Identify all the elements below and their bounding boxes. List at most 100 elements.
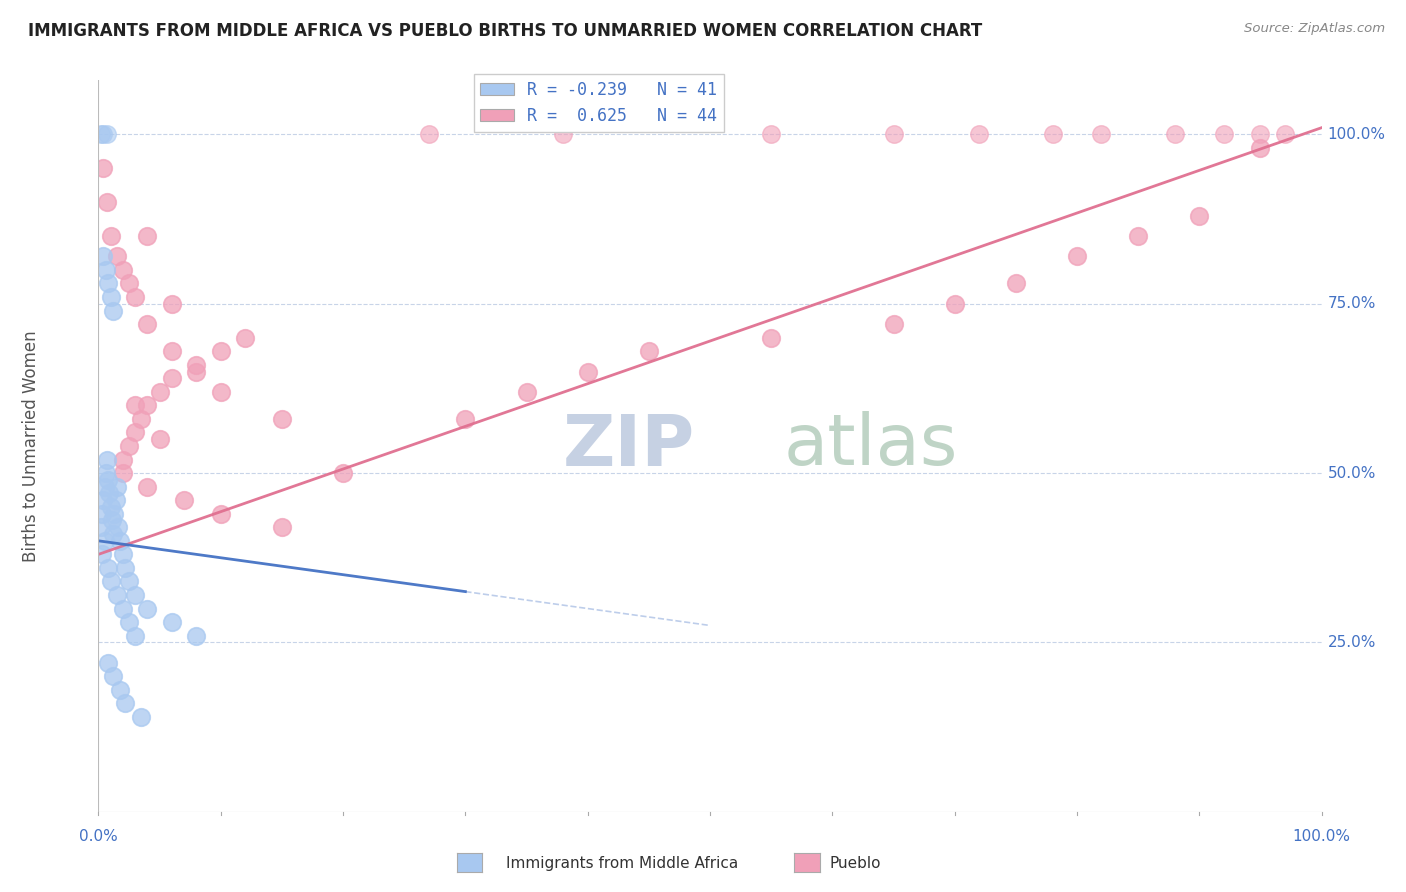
Point xyxy=(91,493,114,508)
Point xyxy=(454,412,477,426)
Point xyxy=(118,439,141,453)
Point xyxy=(1066,249,1088,263)
Point xyxy=(943,297,966,311)
Point xyxy=(100,290,122,304)
Legend: R = -0.239   N = 41, R =  0.625   N = 44: R = -0.239 N = 41, R = 0.625 N = 44 xyxy=(474,74,724,132)
Point xyxy=(576,364,599,378)
Point xyxy=(883,317,905,331)
Point xyxy=(160,615,183,629)
Text: 50.0%: 50.0% xyxy=(1327,466,1376,481)
Point xyxy=(94,466,117,480)
Point xyxy=(160,297,183,311)
Text: atlas: atlas xyxy=(783,411,957,481)
Point xyxy=(1212,128,1234,142)
Point xyxy=(149,432,172,446)
Point xyxy=(91,128,114,142)
Text: 0.0%: 0.0% xyxy=(79,829,118,844)
Point xyxy=(124,629,146,643)
Point xyxy=(96,195,118,210)
Point xyxy=(883,128,905,142)
Text: 25.0%: 25.0% xyxy=(1327,635,1376,650)
Point xyxy=(111,263,134,277)
Point xyxy=(111,601,134,615)
Point xyxy=(101,669,124,683)
Point xyxy=(1128,229,1150,244)
Point xyxy=(118,574,141,589)
Point xyxy=(101,303,124,318)
Point xyxy=(97,656,120,670)
Point xyxy=(91,507,114,521)
Point xyxy=(91,547,114,561)
Point xyxy=(136,398,159,412)
Point xyxy=(332,466,354,480)
Text: 75.0%: 75.0% xyxy=(1327,296,1376,311)
Point xyxy=(101,527,124,541)
Text: 100.0%: 100.0% xyxy=(1292,829,1351,844)
Point xyxy=(93,533,115,548)
Point xyxy=(110,682,132,697)
Point xyxy=(91,161,114,176)
Point xyxy=(186,364,208,378)
Point xyxy=(97,561,120,575)
Point xyxy=(553,128,575,142)
Point xyxy=(101,514,124,528)
Point xyxy=(103,507,125,521)
Point xyxy=(186,358,208,372)
Text: Pueblo: Pueblo xyxy=(830,856,882,871)
Point xyxy=(1164,128,1187,142)
Point xyxy=(104,493,127,508)
Point xyxy=(105,588,128,602)
Point xyxy=(124,588,146,602)
Point xyxy=(270,520,294,534)
Point xyxy=(515,384,537,399)
Point xyxy=(129,412,152,426)
Point xyxy=(1042,128,1064,142)
Point xyxy=(418,128,440,142)
Point xyxy=(233,331,256,345)
Point xyxy=(97,473,120,487)
Point xyxy=(124,290,146,304)
Point xyxy=(1249,141,1271,155)
Point xyxy=(270,412,294,426)
Point xyxy=(136,480,159,494)
Point xyxy=(105,249,128,263)
Point xyxy=(105,480,128,494)
Point xyxy=(136,317,159,331)
Point xyxy=(209,384,232,399)
Point xyxy=(209,344,232,359)
Point xyxy=(111,547,134,561)
Point xyxy=(100,500,122,514)
Point xyxy=(107,520,129,534)
Point xyxy=(100,574,122,589)
Point xyxy=(1249,128,1271,142)
Text: Source: ZipAtlas.com: Source: ZipAtlas.com xyxy=(1244,22,1385,36)
Point xyxy=(967,128,990,142)
Point xyxy=(173,493,195,508)
Point xyxy=(136,601,159,615)
Point xyxy=(111,466,134,480)
Point xyxy=(160,344,183,359)
Point xyxy=(1090,128,1112,142)
Point xyxy=(637,344,661,359)
Point xyxy=(124,398,146,412)
Point xyxy=(110,533,132,548)
Point xyxy=(136,229,159,244)
Point xyxy=(761,128,783,142)
Point xyxy=(93,480,115,494)
Point xyxy=(114,697,136,711)
Text: IMMIGRANTS FROM MIDDLE AFRICA VS PUEBLO BIRTHS TO UNMARRIED WOMEN CORRELATION CH: IMMIGRANTS FROM MIDDLE AFRICA VS PUEBLO … xyxy=(28,22,983,40)
Point xyxy=(96,452,118,467)
Point xyxy=(1188,209,1211,223)
Text: Immigrants from Middle Africa: Immigrants from Middle Africa xyxy=(506,856,738,871)
Point xyxy=(97,277,120,291)
Point xyxy=(186,629,208,643)
Point xyxy=(1004,277,1026,291)
Point xyxy=(111,452,134,467)
Point xyxy=(98,486,121,500)
Point xyxy=(94,263,117,277)
Text: 100.0%: 100.0% xyxy=(1327,127,1386,142)
Point xyxy=(100,229,122,244)
Point xyxy=(118,277,141,291)
Point xyxy=(90,520,112,534)
Point xyxy=(91,249,114,263)
